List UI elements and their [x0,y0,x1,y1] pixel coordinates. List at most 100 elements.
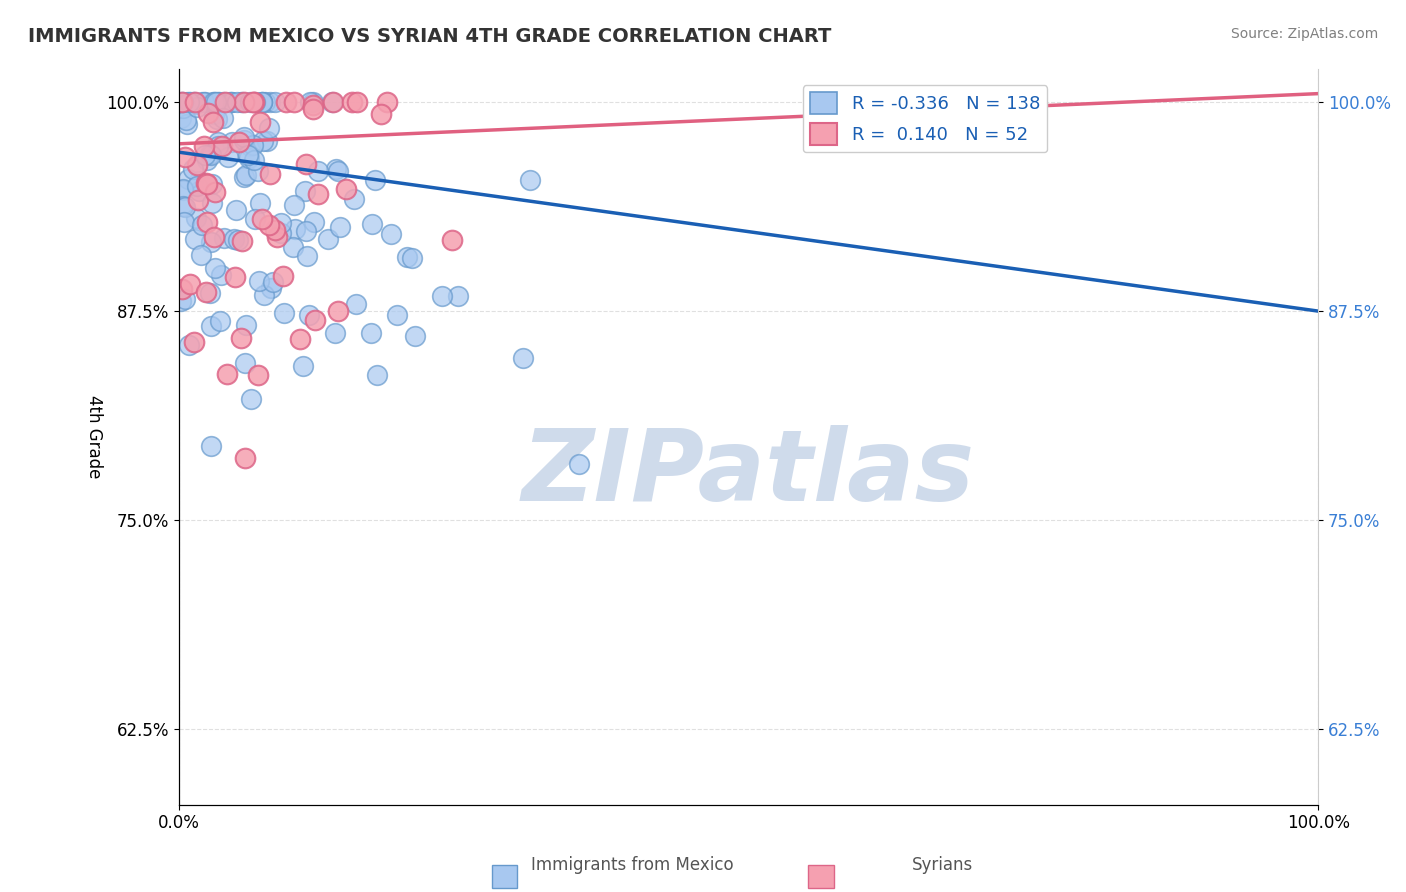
Point [370,107,392,121]
Point [257,120,280,135]
Point [226,233,249,247]
Point [174,292,197,306]
Point [172,101,194,115]
Point [430,289,453,303]
Point [283,95,305,109]
Point [170,293,193,308]
Point [292,359,315,374]
Point [325,161,347,176]
Point [257,218,280,232]
Point [254,95,277,109]
Point [200,148,222,162]
Point [250,95,273,109]
Point [219,95,242,109]
Point [201,195,224,210]
Point [270,216,292,230]
Point [202,95,225,109]
Point [242,138,264,153]
Point [307,187,329,202]
Point [328,304,350,318]
Point [193,95,215,109]
Point [169,95,191,109]
Point [242,95,264,109]
Point [214,95,236,109]
Point [247,274,270,288]
Point [340,95,363,109]
Point [250,95,273,109]
Point [238,151,260,165]
Point [221,136,243,150]
Point [259,167,281,181]
Point [183,232,205,246]
Point [170,111,193,125]
Point [217,150,239,164]
Point [179,95,201,109]
Point [193,139,215,153]
Point [191,95,214,109]
Point [225,95,247,109]
Point [239,95,262,109]
Point [197,215,219,229]
Point [316,232,339,246]
Point [215,367,238,381]
Point [197,105,219,120]
Point [231,95,253,109]
Point [195,153,218,167]
Point [294,157,316,171]
Point [263,95,285,109]
Point [179,95,201,109]
Point [243,95,266,109]
Point [259,95,281,109]
Point [194,176,217,190]
Point [233,133,256,147]
Point [172,181,194,195]
Point [176,112,198,127]
Point [284,222,307,236]
Point [200,285,222,300]
Point [204,261,226,276]
Point [186,158,208,172]
Point [335,182,357,196]
Point [211,268,233,283]
Point [343,192,366,206]
Point [361,217,384,231]
Point [224,232,246,246]
Point [298,308,321,322]
Point [231,95,253,109]
Point [380,227,402,242]
Point [194,148,217,162]
Point [188,184,211,198]
Point [195,177,218,191]
Point [207,139,229,153]
Point [321,95,343,109]
Point [364,173,387,187]
Point [183,95,205,109]
Point [249,196,271,211]
Point [219,95,242,109]
Point [329,220,352,235]
Point [295,224,318,238]
Point [304,313,326,327]
Point [249,114,271,128]
Point [172,183,194,197]
Point [183,162,205,177]
Point [214,231,236,245]
Point [243,212,266,227]
Point [239,139,262,153]
Point [172,95,194,109]
Point [246,164,269,178]
Point [187,193,209,207]
Point [211,138,233,153]
Point [270,226,292,240]
Text: IMMIGRANTS FROM MEXICO VS SYRIAN 4TH GRADE CORRELATION CHART: IMMIGRANTS FROM MEXICO VS SYRIAN 4TH GRA… [28,27,831,45]
Point [186,178,208,193]
Point [235,168,257,182]
Point [200,147,222,161]
Point [307,164,329,178]
Point [447,289,470,303]
Point [233,129,256,144]
Point [247,368,270,383]
Point [173,215,195,229]
Point [172,282,194,296]
Point [568,457,591,471]
